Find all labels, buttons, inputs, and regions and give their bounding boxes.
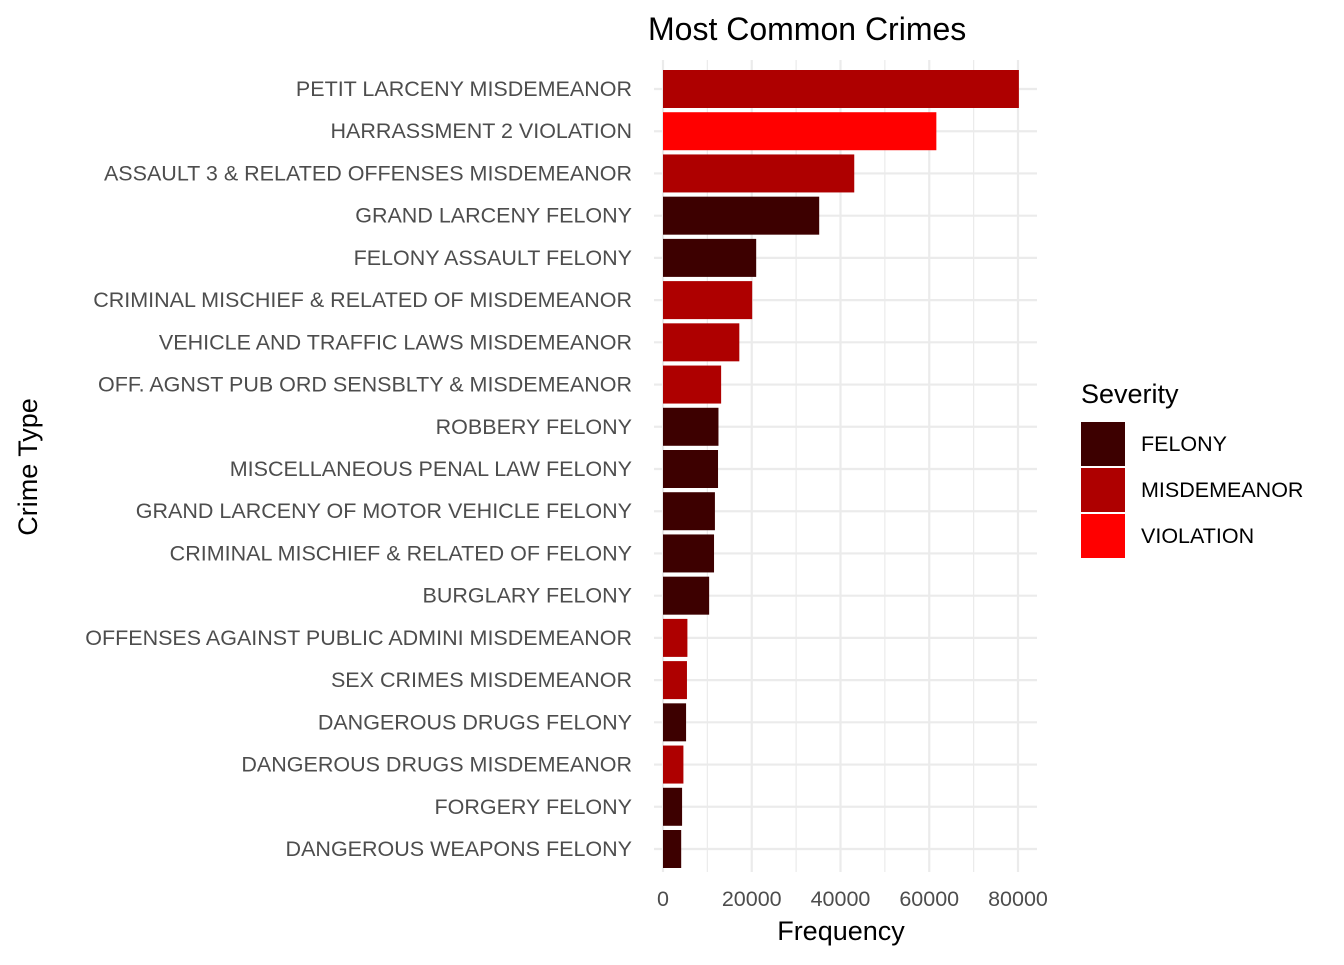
y-tick-label: DANGEROUS DRUGS MISDEMEANOR <box>241 753 632 777</box>
bar <box>663 196 820 235</box>
legend-key <box>1081 468 1125 512</box>
bar <box>663 830 682 868</box>
y-tick-label: CRIMINAL MISCHIEF & RELATED OF FELONY <box>170 541 632 565</box>
y-tick-label: FELONY ASSAULT FELONY <box>354 246 632 270</box>
y-tick-label: BURGLARY FELONY <box>423 584 633 608</box>
y-tick-label: OFFENSES AGAINST PUBLIC ADMINI MISDEMEAN… <box>85 626 632 650</box>
bar <box>663 450 719 488</box>
y-tick-label: SEX CRIMES MISDEMEANOR <box>331 668 632 692</box>
x-tick-label: 80000 <box>988 887 1048 911</box>
y-tick-label: VEHICLE AND TRAFFIC LAWS MISDEMEANOR <box>159 330 632 354</box>
bar <box>663 112 937 151</box>
y-tick-label: PETIT LARCENY MISDEMEANOR <box>296 77 632 101</box>
legend-label: FELONY <box>1141 432 1227 456</box>
bar <box>663 492 715 531</box>
y-tick-label: GRAND LARCENY OF MOTOR VEHICLE FELONY <box>136 499 632 523</box>
y-axis-title: Crime Type <box>13 398 43 536</box>
y-tick-label: GRAND LARCENY FELONY <box>355 204 632 228</box>
bars <box>663 70 1019 868</box>
bar <box>663 787 683 826</box>
x-axis-title: Frequency <box>777 916 905 946</box>
bar <box>663 281 753 320</box>
y-tick-label: FORGERY FELONY <box>434 795 632 819</box>
x-tick-label: 40000 <box>811 887 871 911</box>
bar <box>663 745 684 784</box>
y-tick-label: OFF. AGNST PUB ORD SENSBLTY & MISDEMEANO… <box>98 373 632 397</box>
y-tick-label: CRIMINAL MISCHIEF & RELATED OF MISDEMEAN… <box>93 288 632 312</box>
x-tick-label: 0 <box>657 887 669 911</box>
bar <box>663 365 722 404</box>
legend-label: MISDEMEANOR <box>1141 478 1303 502</box>
legend-key <box>1081 422 1125 466</box>
legend-key <box>1081 514 1125 558</box>
bar <box>663 407 719 446</box>
bar <box>663 238 757 277</box>
y-tick-label: ASSAULT 3 & RELATED OFFENSES MISDEMEANOR <box>104 161 632 185</box>
chart-title: Most Common Crimes <box>648 11 966 47</box>
y-tick-label: HARRASSMENT 2 VIOLATION <box>331 119 632 143</box>
bar <box>663 154 855 193</box>
bar <box>663 661 687 700</box>
y-tick-label: MISCELLANEOUS PENAL LAW FELONY <box>230 457 632 481</box>
bar <box>663 70 1019 108</box>
y-tick-labels: PETIT LARCENY MISDEMEANOR HARRASSMENT 2 V… <box>85 77 632 861</box>
x-tick-labels: 0 20000 40000 60000 80000 <box>657 887 1048 911</box>
bar <box>663 703 687 742</box>
y-tick-label: DANGEROUS DRUGS FELONY <box>318 710 632 734</box>
bar <box>663 534 715 573</box>
bar <box>663 323 740 362</box>
x-tick-label: 60000 <box>899 887 959 911</box>
x-tick-label: 20000 <box>722 887 782 911</box>
bar <box>663 576 710 615</box>
legend: Severity FELONY MISDEMEANOR VIOLATION <box>1081 379 1303 558</box>
legend-entries: FELONY MISDEMEANOR VIOLATION <box>1081 422 1303 558</box>
bar <box>663 618 688 657</box>
y-tick-label: DANGEROUS WEAPONS FELONY <box>286 837 632 861</box>
legend-title: Severity <box>1081 379 1179 409</box>
legend-label: VIOLATION <box>1141 524 1254 548</box>
y-tick-label: ROBBERY FELONY <box>436 415 632 439</box>
